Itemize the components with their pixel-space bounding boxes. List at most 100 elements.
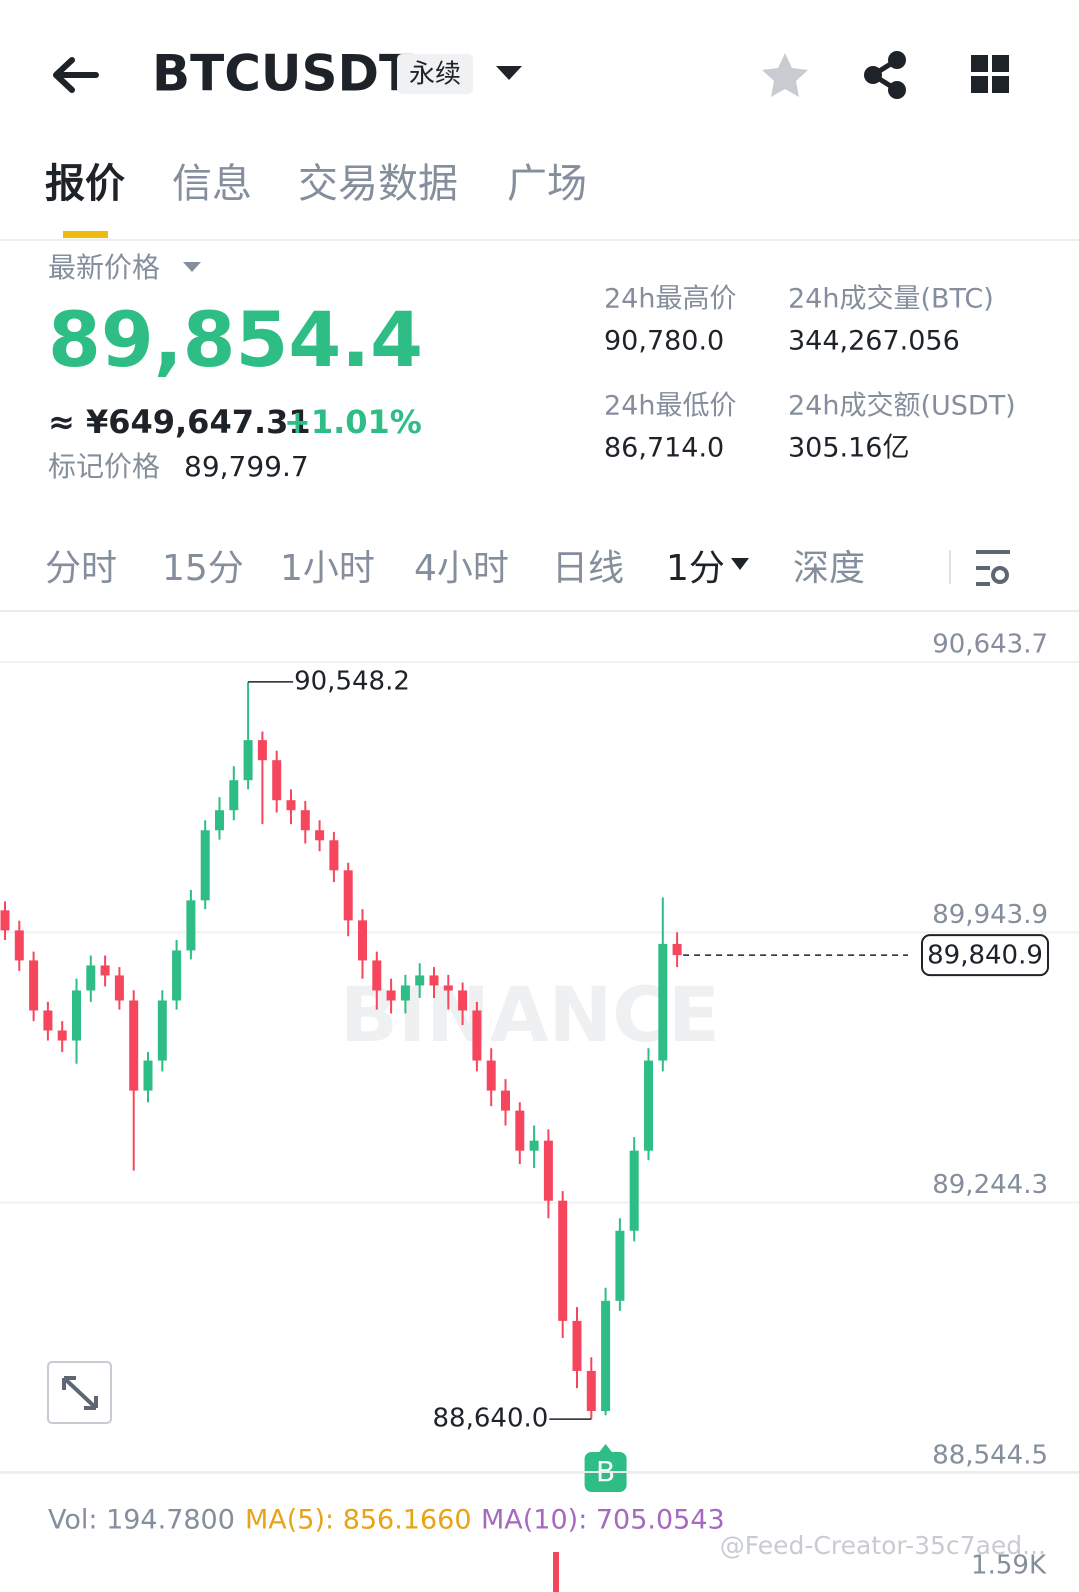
candle-body bbox=[257, 740, 267, 761]
candle-body bbox=[29, 960, 39, 1011]
interval-tab[interactable]: 深度 bbox=[793, 548, 865, 589]
watermark: BINANCE bbox=[340, 970, 720, 1059]
back-button[interactable] bbox=[53, 57, 99, 93]
candle-body bbox=[615, 1230, 625, 1301]
volume-bar bbox=[553, 1552, 559, 1592]
high-marker-label: 90,548.2 bbox=[294, 666, 410, 696]
ma5-label: MA(5): 856.1660 bbox=[245, 1505, 472, 1536]
y-tick-label: 89,244.3 bbox=[932, 1170, 1048, 1200]
y-tick-label: 88,544.5 bbox=[932, 1440, 1048, 1470]
candle-body bbox=[443, 985, 453, 991]
candle-body bbox=[72, 990, 81, 1041]
symbol-dropdown[interactable] bbox=[496, 66, 522, 80]
candle-body bbox=[458, 990, 468, 1011]
candle-body bbox=[57, 1030, 67, 1041]
interval-dropdown[interactable] bbox=[731, 558, 749, 570]
last-price-label: 89,840.9 bbox=[927, 941, 1043, 971]
badge: 永续 bbox=[409, 60, 461, 90]
candle-body bbox=[300, 810, 310, 831]
candle-body bbox=[186, 900, 196, 951]
candle-body bbox=[415, 975, 425, 986]
menu-icon[interactable] bbox=[971, 55, 1009, 93]
candle-body bbox=[0, 910, 10, 931]
candle-body bbox=[358, 920, 367, 961]
tab[interactable]: 报价 bbox=[45, 161, 125, 207]
interval-tab[interactable]: 4小时 bbox=[414, 548, 509, 589]
cny-price: ≈ ¥649,647.31 bbox=[48, 403, 311, 441]
credit: @Feed-Creator-35c7aed... bbox=[720, 1531, 1046, 1560]
badge-bg bbox=[397, 54, 473, 94]
candle-body bbox=[215, 810, 224, 831]
stat-value: 305.16亿 bbox=[788, 433, 909, 464]
mark-price-label: 标记价格 bbox=[48, 450, 160, 483]
candle-body bbox=[315, 830, 325, 841]
candle-body bbox=[86, 965, 96, 991]
tab[interactable]: 信息 bbox=[172, 161, 252, 207]
interval-tab[interactable]: 15分 bbox=[162, 548, 244, 589]
candle-body bbox=[400, 985, 410, 1001]
stat-value: 344,267.056 bbox=[788, 326, 960, 357]
stat-value: 86,714.0 bbox=[604, 433, 724, 464]
volume-label: Vol: 194.7800 bbox=[48, 1505, 235, 1536]
price-change: +1.01% bbox=[284, 403, 422, 441]
candle-body bbox=[586, 1370, 596, 1411]
candle-body bbox=[114, 975, 124, 1001]
interval-tab[interactable]: 日线 bbox=[552, 548, 624, 589]
candle-body bbox=[572, 1320, 582, 1371]
candle-body bbox=[472, 1010, 482, 1061]
mark-price: 89,799.7 bbox=[184, 450, 309, 483]
low-marker-label: 88,640.0 bbox=[433, 1404, 549, 1434]
candle-body bbox=[14, 930, 24, 961]
candle-body bbox=[486, 1060, 496, 1091]
expand-button[interactable] bbox=[47, 1361, 112, 1424]
y-tick-label: 90,643.7 bbox=[932, 630, 1048, 660]
candle-body bbox=[543, 1140, 553, 1201]
candle-body bbox=[143, 1060, 153, 1091]
last-price-box[interactable] bbox=[921, 934, 1049, 977]
candle-body bbox=[172, 950, 182, 1001]
candle-body bbox=[43, 1010, 53, 1031]
candle-body bbox=[558, 1200, 568, 1321]
ma10-label: MA(10): 705.0543 bbox=[481, 1505, 725, 1536]
candle-body bbox=[386, 990, 396, 1001]
candle-body bbox=[672, 943, 682, 956]
share-icon[interactable] bbox=[864, 51, 906, 99]
candle-body bbox=[157, 1000, 167, 1061]
interval-tab[interactable]: 1分 bbox=[666, 548, 725, 589]
trade-marker-tip bbox=[598, 1444, 613, 1453]
candle-body bbox=[515, 1110, 525, 1151]
stat-label: 24h最低价 bbox=[604, 391, 736, 422]
candle-body bbox=[601, 1300, 611, 1411]
favorite-icon[interactable] bbox=[762, 53, 808, 97]
candle-body bbox=[644, 1060, 653, 1151]
candle-body bbox=[658, 943, 668, 1061]
candle-body bbox=[200, 830, 210, 901]
tab-indicator bbox=[63, 231, 108, 238]
stat-label: 24h成交额(USDT) bbox=[788, 391, 1016, 422]
candle-body bbox=[229, 780, 239, 811]
interval-tab[interactable]: 1小时 bbox=[280, 548, 375, 589]
candle-body bbox=[629, 1150, 639, 1231]
candle-body bbox=[529, 1140, 539, 1151]
candle-body bbox=[286, 800, 296, 811]
candle-body bbox=[501, 1090, 510, 1111]
tab[interactable]: 广场 bbox=[507, 161, 587, 207]
stat-label: 24h成交量(BTC) bbox=[788, 284, 994, 315]
candle-body bbox=[329, 840, 339, 871]
interval-tab[interactable]: 分时 bbox=[45, 548, 117, 589]
candle-body bbox=[343, 870, 353, 921]
candle-body bbox=[129, 1000, 139, 1091]
y-tick-label: 89,943.9 bbox=[932, 900, 1048, 930]
candle-body bbox=[100, 965, 110, 976]
tab[interactable]: 交易数据 bbox=[298, 161, 458, 207]
candle-body bbox=[243, 740, 253, 781]
candle-body bbox=[272, 760, 282, 801]
chart-settings-icon[interactable] bbox=[976, 550, 1010, 586]
candle-body bbox=[372, 960, 382, 991]
price-dropdown[interactable] bbox=[183, 262, 201, 272]
last-price: 89,854.4 bbox=[48, 295, 423, 384]
stat-value: 90,780.0 bbox=[604, 326, 724, 357]
last-price-label: 最新价格 bbox=[48, 251, 160, 284]
